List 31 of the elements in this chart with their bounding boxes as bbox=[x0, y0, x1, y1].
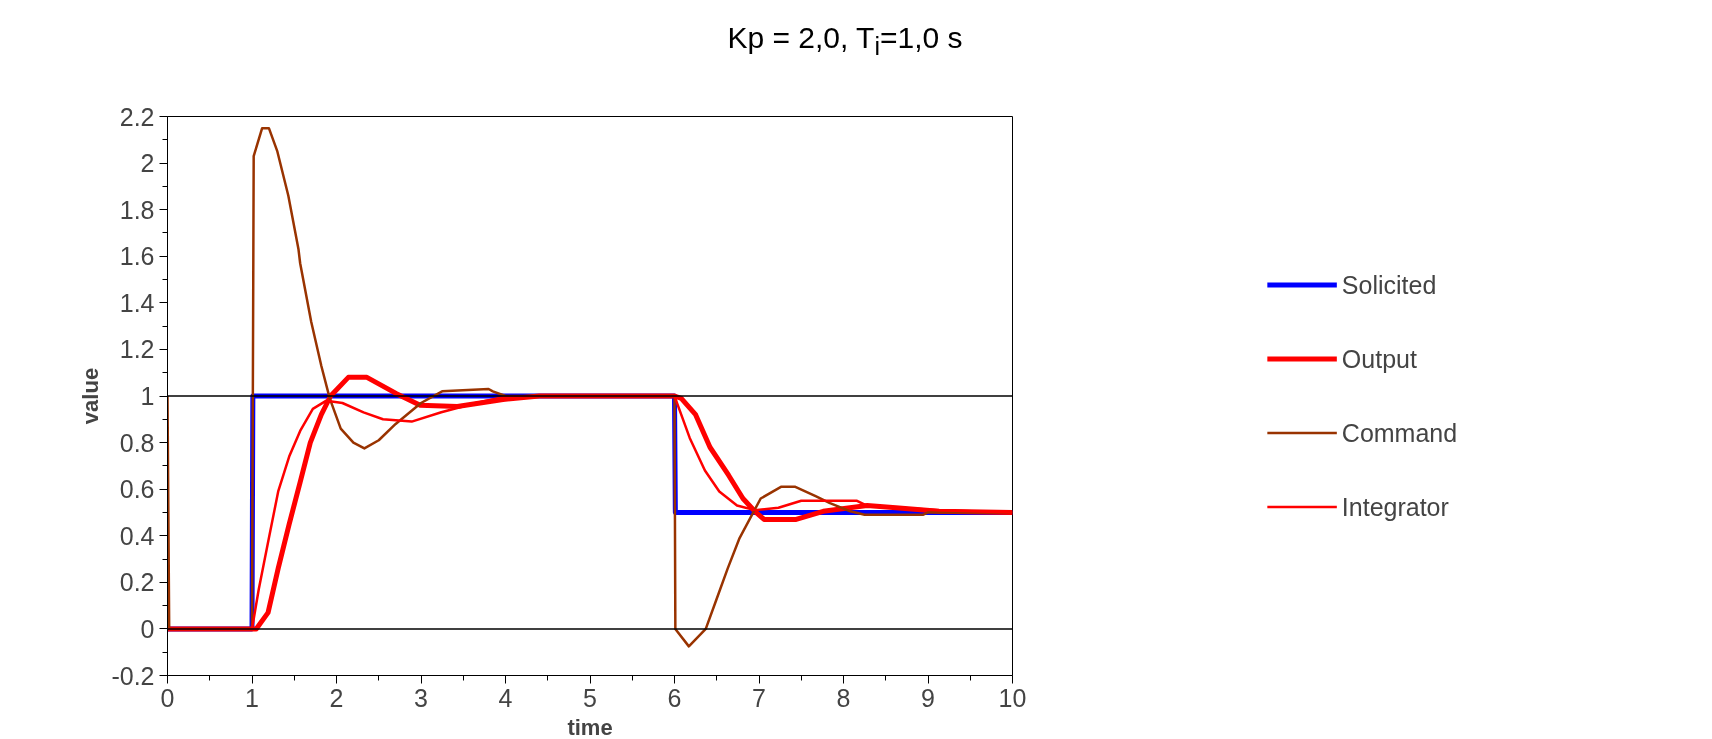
y-tick-label: 0.2 bbox=[119, 568, 155, 597]
x-tick-label: 4 bbox=[498, 683, 513, 712]
legend-label: Output bbox=[1341, 344, 1417, 373]
x-tick-label: 0 bbox=[160, 683, 175, 712]
y-tick-label: 0.6 bbox=[119, 475, 155, 504]
x-tick-label: 10 bbox=[998, 683, 1027, 712]
x-tick-label: 1 bbox=[245, 683, 259, 712]
y-tick-label: 0.8 bbox=[119, 428, 155, 457]
y-tick-label: -0.2 bbox=[111, 661, 155, 690]
x-axis-title: time bbox=[567, 714, 613, 739]
legend-label: Command bbox=[1341, 418, 1458, 447]
y-axis-title: value bbox=[78, 367, 104, 425]
legend-label: Solicited bbox=[1341, 270, 1437, 299]
x-tick-label: 5 bbox=[583, 683, 597, 712]
y-tick-label: 0.4 bbox=[119, 521, 155, 550]
x-tick-label: 2 bbox=[329, 683, 344, 712]
y-tick-label: 2.2 bbox=[119, 102, 155, 131]
legend-label: Integrator bbox=[1341, 492, 1449, 521]
y-tick-label: 1.6 bbox=[119, 242, 155, 271]
y-tick-label: 0 bbox=[140, 614, 155, 643]
y-tick-label: 2 bbox=[140, 149, 155, 178]
chart-title: Kp = 2,0, T$_{i}$=1,0 s bbox=[727, 20, 963, 62]
x-tick-label: 6 bbox=[667, 683, 682, 712]
y-tick-label: 1.8 bbox=[119, 195, 155, 224]
x-tick-label: 8 bbox=[836, 683, 851, 712]
y-tick-label: 1.2 bbox=[119, 335, 155, 364]
x-tick-label: 9 bbox=[921, 683, 935, 712]
x-tick-label: 7 bbox=[752, 683, 766, 712]
x-tick-label: 3 bbox=[414, 683, 428, 712]
y-tick-label: 1.4 bbox=[119, 288, 155, 317]
y-tick-label: 1 bbox=[140, 382, 155, 410]
